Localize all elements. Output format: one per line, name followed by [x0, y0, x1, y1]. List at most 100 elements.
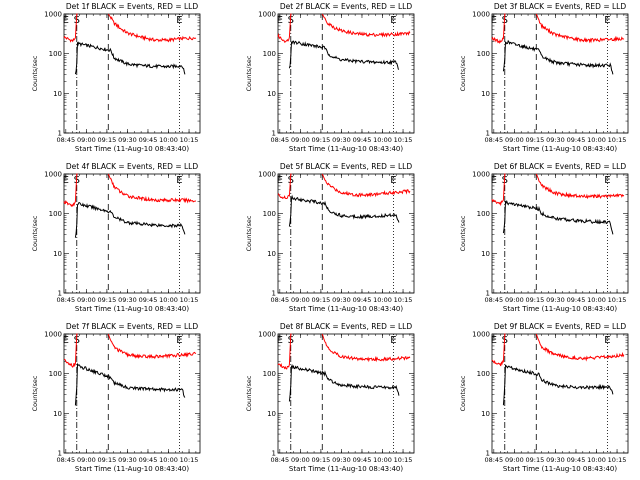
x-tick-label: 09:30 — [118, 136, 137, 144]
events-series-line — [74, 362, 186, 406]
lld-series-line — [491, 13, 625, 44]
x-tick-label: 08:45 — [270, 456, 289, 464]
x-tick-label: 09:15 — [98, 296, 117, 304]
event-start-marker: E — [277, 175, 283, 186]
events-series-line — [502, 364, 614, 406]
chart-panel: Det 9f BLACK = Events, RED = LLD 1 10 100 10… — [459, 322, 629, 473]
y-tick-label: 1000 — [258, 171, 276, 179]
x-tick-label: 09:15 — [526, 296, 545, 304]
x-tick-label: 10:00 — [373, 136, 392, 144]
x-tick-label: 09:30 — [546, 296, 565, 304]
y-tick-label: 1000 — [258, 331, 276, 339]
event-end-marker: E — [390, 175, 396, 186]
x-tick-label: 09:00 — [291, 456, 310, 464]
x-tick-label: 08:45 — [270, 136, 289, 144]
x-axis-label: Start Time (11-Aug-10 08:43:40) — [289, 305, 403, 313]
x-tick-label: 10:15 — [180, 136, 199, 144]
chart-title: Det 8f BLACK = Events, RED = LLD — [280, 322, 413, 331]
x-tick-label: 09:45 — [567, 296, 586, 304]
y-tick-label: 100 — [477, 210, 490, 218]
x-tick-label: 08:45 — [56, 296, 75, 304]
y-tick-label: 1 — [486, 290, 490, 298]
event-start-marker: E — [63, 335, 69, 346]
x-tick-label: 09:45 — [353, 296, 372, 304]
x-tick-label: 10:15 — [180, 456, 199, 464]
y-tick-label: 10 — [53, 90, 62, 98]
x-tick-label: 08:45 — [484, 296, 503, 304]
events-series-line — [502, 199, 614, 235]
x-tick-label: 09:15 — [526, 456, 545, 464]
x-axis-label: Start Time (11-Aug-10 08:43:40) — [289, 465, 403, 473]
chart-title: Det 2f BLACK = Events, RED = LLD — [280, 2, 413, 11]
chart-title: Det 5f BLACK = Events, RED = LLD — [280, 162, 413, 171]
y-tick-label: 10 — [481, 90, 490, 98]
y-tick-label: 10 — [267, 410, 276, 418]
y-axis-label: Counts/sec — [245, 215, 253, 251]
axes-frame — [491, 13, 629, 134]
y-tick-label: 100 — [477, 50, 490, 58]
x-tick-label: 10:00 — [159, 296, 178, 304]
event-start-marker: E — [63, 15, 69, 26]
lld-series-line — [491, 173, 625, 207]
lld-series-line — [63, 173, 197, 208]
y-axis-label: Counts/sec — [459, 55, 467, 91]
event-end-marker: E — [390, 335, 396, 346]
x-tick-label: 10:15 — [608, 136, 627, 144]
x-tick-label: 08:45 — [484, 456, 503, 464]
event-start-marker: E — [491, 175, 497, 186]
chart-panel: Det 6f BLACK = Events, RED = LLD 1 10 100 10… — [459, 162, 629, 313]
x-tick-label: 09:45 — [139, 456, 158, 464]
y-tick-label: 1 — [486, 130, 490, 138]
y-tick-label: 100 — [263, 50, 276, 58]
x-tick-label: 09:30 — [332, 456, 351, 464]
y-tick-label: 1000 — [472, 171, 490, 179]
events-series-line — [288, 364, 400, 402]
axes-frame — [63, 173, 201, 294]
event-start-marker: E — [277, 335, 283, 346]
event-end-marker: E — [604, 335, 610, 346]
y-tick-label: 10 — [53, 250, 62, 258]
x-tick-label: 09:45 — [353, 456, 372, 464]
lld-series-line — [63, 13, 197, 43]
chart-title: Det 4f BLACK = Events, RED = LLD — [66, 162, 199, 171]
y-tick-label: 1000 — [44, 331, 62, 339]
lld-series-line — [491, 333, 625, 367]
x-axis-label: Start Time (11-Aug-10 08:43:40) — [503, 465, 617, 473]
x-tick-label: 09:00 — [291, 296, 310, 304]
event-start-marker: E — [491, 335, 497, 346]
y-tick-label: 10 — [481, 410, 490, 418]
x-tick-label: 09:30 — [118, 296, 137, 304]
y-tick-label: 100 — [49, 210, 62, 218]
x-tick-label: 10:15 — [608, 456, 627, 464]
event-start-marker: E — [277, 15, 283, 26]
y-axis-label: Counts/sec — [245, 55, 253, 91]
chart-panel: Det 5f BLACK = Events, RED = LLD 1 10 100 10… — [245, 162, 415, 313]
event-end-marker: E — [604, 175, 610, 186]
axes-frame — [277, 333, 415, 454]
lld-series-line — [64, 333, 197, 368]
y-tick-label: 100 — [49, 370, 62, 378]
x-tick-label: 10:00 — [587, 296, 606, 304]
x-axis-label: Start Time (11-Aug-10 08:43:40) — [75, 305, 189, 313]
y-axis-label: Counts/sec — [31, 375, 39, 411]
x-tick-label: 08:45 — [484, 136, 503, 144]
axes-frame — [491, 333, 629, 454]
x-tick-label: 09:00 — [505, 296, 524, 304]
events-series-line — [502, 39, 614, 75]
chart-panel: Det 2f BLACK = Events, RED = LLD 1 10 100 10… — [245, 2, 415, 153]
chart-panel: Det 7f BLACK = Events, RED = LLD 1 10 100 10… — [31, 322, 201, 473]
y-tick-label: 10 — [267, 90, 276, 98]
chart-title: Det 7f BLACK = Events, RED = LLD — [66, 322, 199, 331]
x-tick-label: 09:30 — [332, 136, 351, 144]
x-tick-label: 09:30 — [546, 456, 565, 464]
x-tick-label: 10:00 — [373, 456, 392, 464]
x-tick-label: 09:45 — [139, 136, 158, 144]
x-axis-label: Start Time (11-Aug-10 08:43:40) — [503, 305, 617, 313]
x-tick-label: 09:15 — [312, 136, 331, 144]
x-tick-label: 09:45 — [567, 136, 586, 144]
x-tick-label: 10:00 — [587, 136, 606, 144]
event-start-marker: E — [63, 175, 69, 186]
chart-title: Det 6f BLACK = Events, RED = LLD — [494, 162, 627, 171]
chart-panel: Det 4f BLACK = Events, RED = LLD 1 10 100 10… — [31, 162, 201, 313]
event-end-marker: E — [176, 175, 182, 186]
